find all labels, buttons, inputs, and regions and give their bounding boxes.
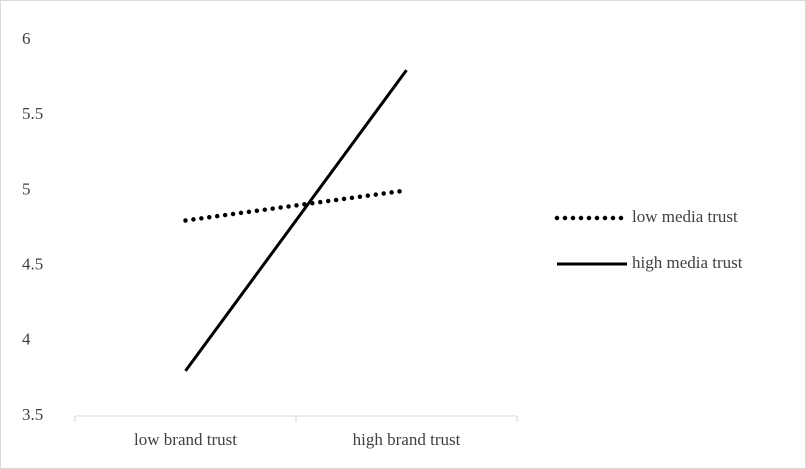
series-line [184, 69, 408, 372]
x-tick-label: high brand trust [353, 430, 461, 449]
y-tick-label: 6 [22, 29, 31, 48]
y-tick-label: 4 [22, 330, 31, 349]
y-tick-label: 3.5 [22, 405, 43, 424]
legend-label: high media trust [632, 253, 743, 272]
y-tick-label: 4.5 [22, 255, 43, 274]
y-tick-label: 5 [22, 179, 31, 198]
x-tick-label: low brand trust [134, 430, 237, 449]
legend-label: low media trust [632, 207, 738, 226]
series-line [183, 188, 409, 223]
y-tick-label: 5.5 [22, 104, 43, 123]
